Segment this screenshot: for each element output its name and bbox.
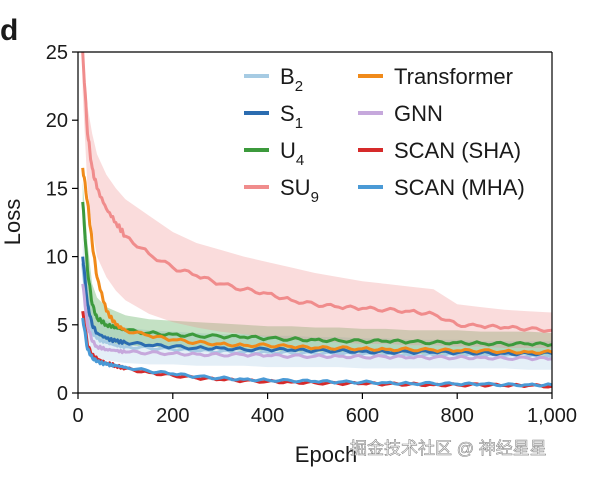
x-tick-label: 400: [251, 405, 284, 427]
legend-item-s1: S1: [244, 101, 303, 132]
y-tick-label: 25: [46, 42, 68, 64]
series-line-transformer: [81, 167, 552, 355]
watermark-text: 掘金技术社区 @ 神经星星: [350, 439, 547, 458]
panel-letter: d: [0, 14, 18, 47]
x-tick-label: 200: [156, 405, 189, 427]
axes: [77, 51, 553, 394]
y-tick-label: 10: [46, 247, 68, 269]
legend-item-b2: B2: [244, 64, 303, 95]
legend-label: S1: [280, 101, 303, 132]
series-line-scan-mha: [81, 317, 552, 388]
y-tick-label: 15: [46, 178, 68, 200]
legend-item-scan-sha: SCAN (SHA): [358, 138, 521, 163]
y-tick-label: 5: [57, 315, 68, 337]
y-tick-label: 0: [57, 383, 68, 405]
legend-item-scan-mha: SCAN (MHA): [358, 175, 525, 200]
legend-item-su9: SU9: [244, 175, 319, 206]
x-tick-label: 600: [346, 405, 379, 427]
ticks: 0 200 400 600 800 1,000 0 5 10 15 20 25: [46, 42, 577, 427]
series-line-gnn: [81, 283, 552, 362]
x-tick-label: 0: [72, 405, 83, 427]
series-line-s1: [81, 256, 552, 357]
y-axis-title: Loss: [0, 199, 25, 245]
series-line-su9: [81, 52, 552, 333]
x-tick-label: 800: [441, 405, 474, 427]
legend-label: GNN: [394, 101, 443, 126]
legend-label: Transformer: [394, 64, 513, 89]
legend-label: B2: [280, 64, 303, 95]
series-line-u4: [81, 201, 552, 348]
legend-label: SCAN (SHA): [394, 138, 521, 163]
y-tick-label: 20: [46, 110, 68, 132]
legend-label: SCAN (MHA): [394, 175, 525, 200]
legend-item-transformer: Transformer: [358, 64, 513, 89]
series-line-b2: [81, 263, 552, 359]
band-u4: [82, 181, 552, 357]
legend-label: U4: [280, 138, 304, 169]
legend-item-gnn: GNN: [358, 101, 443, 126]
band-su9: [82, 52, 552, 348]
legend-label: SU9: [280, 175, 319, 206]
legend: B2 S1 U4 SU9 Transformer GNN SCAN (SHA) SCAN (M…: [244, 64, 525, 206]
x-tick-label: 1,000: [527, 405, 577, 427]
legend-item-u4: U4: [244, 138, 304, 169]
series-lines: [81, 52, 552, 389]
x-axis-title: Epoch: [295, 442, 357, 467]
